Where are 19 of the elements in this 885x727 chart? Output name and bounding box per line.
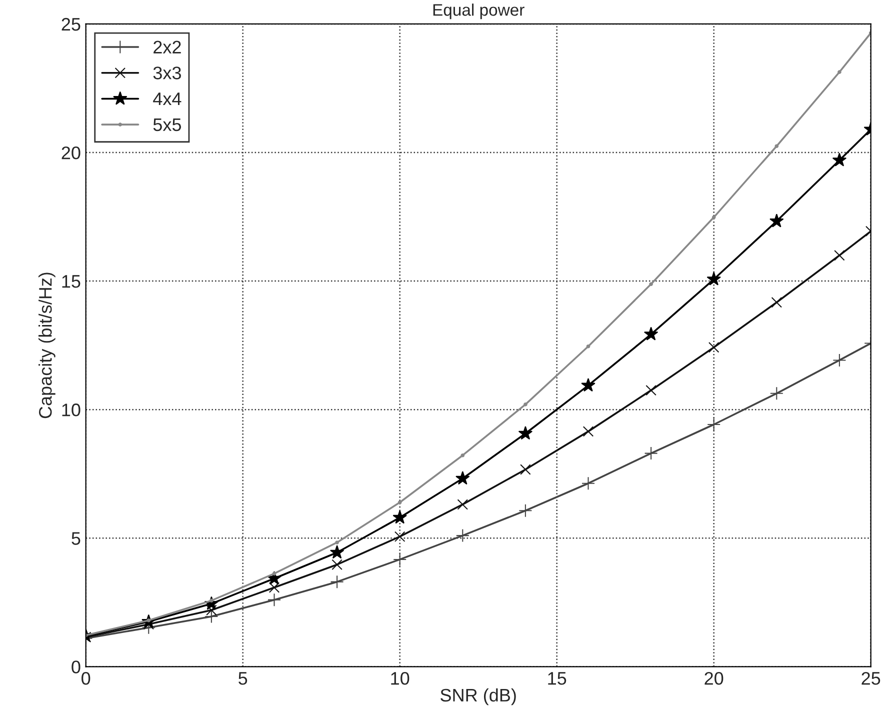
x-tick-label: 0 — [82, 672, 90, 685]
legend-label: 3x3 — [153, 66, 181, 80]
legend-label: 2x2 — [154, 40, 181, 54]
x-tick-label: 20 — [704, 672, 724, 685]
y-tick-label: 0 — [72, 660, 80, 674]
y-tick-label: 5 — [72, 532, 80, 545]
legend-label: 5x5 — [153, 118, 182, 132]
y-tick-label: 25 — [62, 18, 80, 31]
x-tick-label: 10 — [391, 672, 410, 685]
x-tick-label: 5 — [238, 672, 248, 685]
y-axis-title: Capacity (bit/s/Hz) — [38, 272, 56, 418]
y-tick-label: 15 — [62, 275, 80, 288]
x-axis-title: SNR (dB) — [440, 688, 516, 706]
legend-label: 4x4 — [153, 92, 182, 106]
y-tick-label: 10 — [62, 404, 80, 416]
y-tick-label: 20 — [62, 146, 80, 160]
chart-title: Equal power — [433, 4, 524, 20]
x-tick-label: 25 — [862, 672, 880, 685]
x-tick-label: 15 — [548, 672, 566, 685]
